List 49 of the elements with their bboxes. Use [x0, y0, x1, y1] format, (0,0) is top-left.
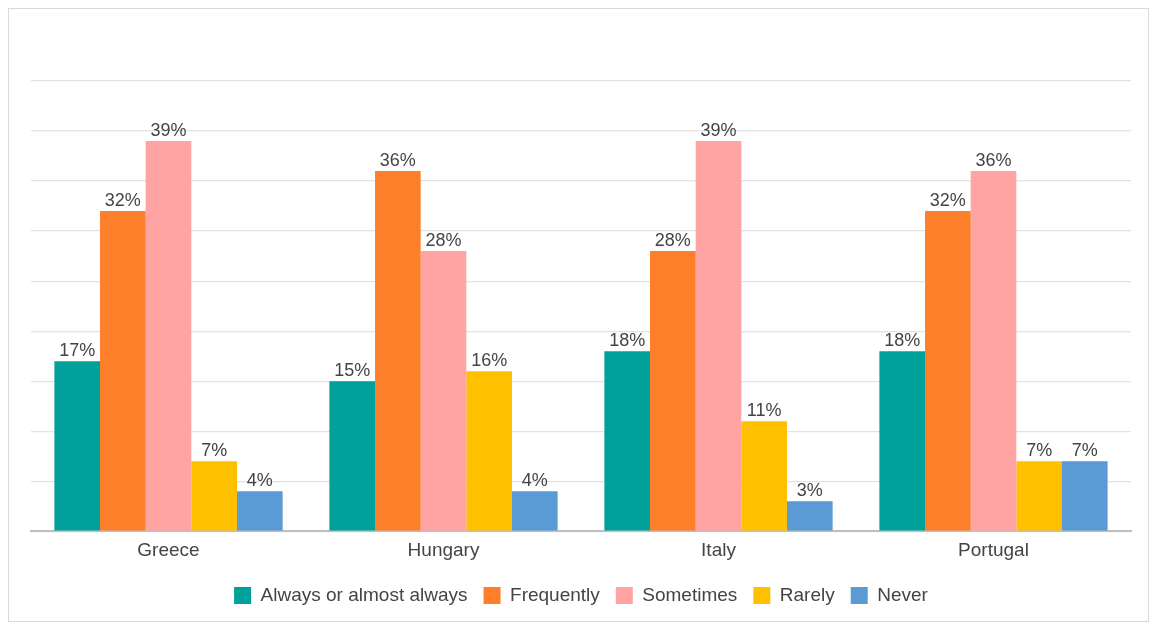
- data-label: 7%: [1026, 440, 1053, 461]
- bar: [741, 421, 787, 531]
- bar: [695, 141, 742, 531]
- bar: [191, 461, 237, 531]
- data-label: 36%: [379, 150, 416, 171]
- bar: [925, 211, 971, 531]
- data-label: 18%: [884, 330, 921, 351]
- data-label: 17%: [59, 340, 96, 361]
- x-tick-label: Italy: [701, 538, 737, 560]
- legend-label: Always or almost always: [260, 583, 468, 605]
- data-label: 28%: [425, 230, 462, 251]
- bar: [786, 501, 833, 531]
- bar: [145, 141, 192, 531]
- bar: [970, 171, 1017, 531]
- bar: [100, 211, 146, 531]
- data-label: 28%: [654, 230, 691, 251]
- legend-label: Frequently: [510, 583, 601, 605]
- data-label: 11%: [746, 400, 782, 421]
- data-label: 7%: [201, 440, 228, 461]
- bar: [54, 361, 101, 531]
- data-label: 18%: [609, 330, 646, 351]
- data-label: 32%: [929, 190, 966, 211]
- data-label: 4%: [521, 470, 548, 491]
- bar: [511, 491, 558, 531]
- bar: [375, 171, 421, 531]
- bar: [329, 381, 376, 531]
- data-label: 15%: [334, 360, 371, 381]
- x-tick-label: Portugal: [958, 538, 1029, 560]
- data-label: 7%: [1071, 440, 1098, 461]
- bar: [1016, 461, 1062, 531]
- data-label: 36%: [975, 150, 1012, 171]
- bar: [466, 371, 512, 531]
- data-label: 32%: [104, 190, 141, 211]
- data-label: 39%: [700, 120, 737, 141]
- bar: [879, 351, 926, 531]
- data-label: 39%: [150, 120, 187, 141]
- x-tick-label: Hungary: [407, 538, 480, 560]
- legend-label: Rarely: [779, 583, 836, 605]
- legend-label: Never: [877, 583, 929, 605]
- bar: [420, 251, 467, 531]
- data-label: 4%: [246, 470, 273, 491]
- bar: [604, 351, 651, 531]
- data-label: 16%: [471, 350, 508, 371]
- bar: [650, 251, 696, 531]
- legend-label: Sometimes: [642, 583, 738, 605]
- data-label: 3%: [796, 480, 823, 501]
- x-tick-label: Greece: [137, 538, 200, 560]
- bar: [236, 491, 283, 531]
- bar: [1061, 461, 1108, 531]
